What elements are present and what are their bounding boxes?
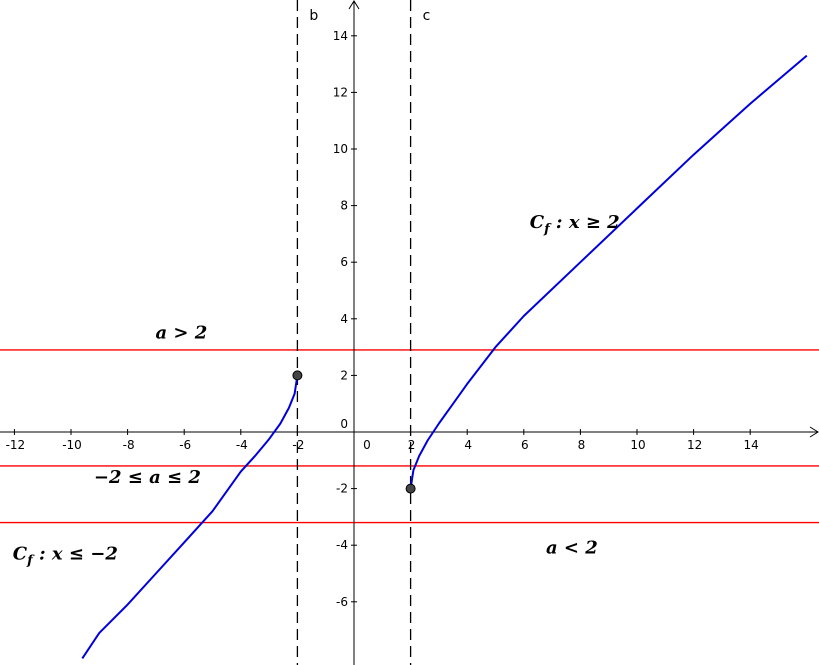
curves bbox=[81, 54, 808, 659]
x-tick-label: 6 bbox=[521, 438, 529, 452]
x-tick-label: 12 bbox=[687, 438, 702, 452]
x-tick-label: -12 bbox=[6, 438, 26, 452]
point-2 bbox=[405, 483, 416, 494]
x-tick-label: 10 bbox=[630, 438, 645, 452]
point-1 bbox=[292, 370, 303, 381]
x-axis-arrow bbox=[809, 426, 819, 438]
y-tick-label: -6 bbox=[336, 595, 348, 609]
x-tick-label: -10 bbox=[62, 438, 82, 452]
y-tick-label: 10 bbox=[333, 142, 348, 156]
y-tick-label: 14 bbox=[333, 29, 348, 43]
y-tick-label: 6 bbox=[340, 255, 348, 269]
y-tick-label: -2 bbox=[336, 482, 348, 496]
x-tick-label: -2 bbox=[292, 438, 304, 452]
y-tick-label: 4 bbox=[340, 312, 348, 326]
curve-branch-1 bbox=[81, 375, 299, 659]
x-tick-label: -6 bbox=[179, 438, 191, 452]
annotation-3: a < 2 bbox=[546, 538, 598, 559]
annotation-4: Cf : x ≥ 2 bbox=[530, 212, 620, 237]
x-tick-label: 2 bbox=[408, 438, 416, 452]
x-tick-label: 8 bbox=[578, 438, 586, 452]
y-tick-label: 12 bbox=[333, 85, 348, 99]
annotation-5: Cf : x ≤ −2 bbox=[13, 543, 118, 568]
y-tick-label: -4 bbox=[336, 538, 348, 552]
curve-branch-2 bbox=[409, 54, 808, 489]
horizontal-lines bbox=[0, 349, 819, 524]
x-tick-label: -8 bbox=[123, 438, 135, 452]
y-tick-label: 0 bbox=[340, 417, 348, 431]
y-tick-label: 8 bbox=[340, 199, 348, 213]
points bbox=[292, 370, 416, 494]
annotation-1: a > 2 bbox=[155, 323, 207, 344]
x-tick-label: -4 bbox=[236, 438, 248, 452]
vertical-line-label-c: c bbox=[423, 8, 431, 24]
annotations: a > 2 −2 ≤ a ≤ 2 a < 2 Cf : x ≥ 2 Cf : x ≤ −… bbox=[13, 212, 620, 568]
y-axis-arrow bbox=[348, 0, 360, 10]
x-tick-label: 0 bbox=[363, 438, 371, 452]
y-tick-label: 2 bbox=[340, 368, 348, 382]
x-tick-label: 4 bbox=[464, 438, 472, 452]
annotation-2: −2 ≤ a ≤ 2 bbox=[94, 467, 201, 488]
vertical-line-label-b: b bbox=[309, 8, 318, 24]
x-tick-label: 14 bbox=[744, 438, 759, 452]
